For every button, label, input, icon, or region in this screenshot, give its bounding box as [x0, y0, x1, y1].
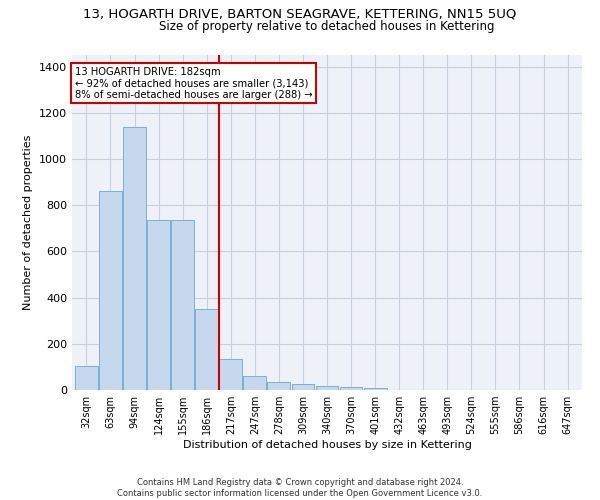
Text: 13 HOGARTH DRIVE: 182sqm
← 92% of detached houses are smaller (3,143)
8% of semi: 13 HOGARTH DRIVE: 182sqm ← 92% of detach…	[74, 66, 312, 100]
Bar	[316, 386, 338, 390]
Title: Size of property relative to detached houses in Kettering: Size of property relative to detached ho…	[159, 20, 495, 33]
X-axis label: Distribution of detached houses by size in Kettering: Distribution of detached houses by size …	[182, 440, 472, 450]
Bar	[244, 376, 266, 390]
Bar	[147, 220, 170, 390]
Bar	[220, 359, 242, 390]
Bar	[99, 192, 122, 390]
Bar	[195, 309, 218, 390]
Y-axis label: Number of detached properties: Number of detached properties	[23, 135, 34, 310]
Bar	[364, 388, 386, 390]
Text: Contains HM Land Registry data © Crown copyright and database right 2024.
Contai: Contains HM Land Registry data © Crown c…	[118, 478, 482, 498]
Bar	[268, 382, 290, 390]
Bar	[123, 126, 146, 390]
Bar	[75, 366, 98, 390]
Bar	[171, 220, 194, 390]
Bar	[340, 386, 362, 390]
Bar	[292, 384, 314, 390]
Text: 13, HOGARTH DRIVE, BARTON SEAGRAVE, KETTERING, NN15 5UQ: 13, HOGARTH DRIVE, BARTON SEAGRAVE, KETT…	[83, 8, 517, 20]
